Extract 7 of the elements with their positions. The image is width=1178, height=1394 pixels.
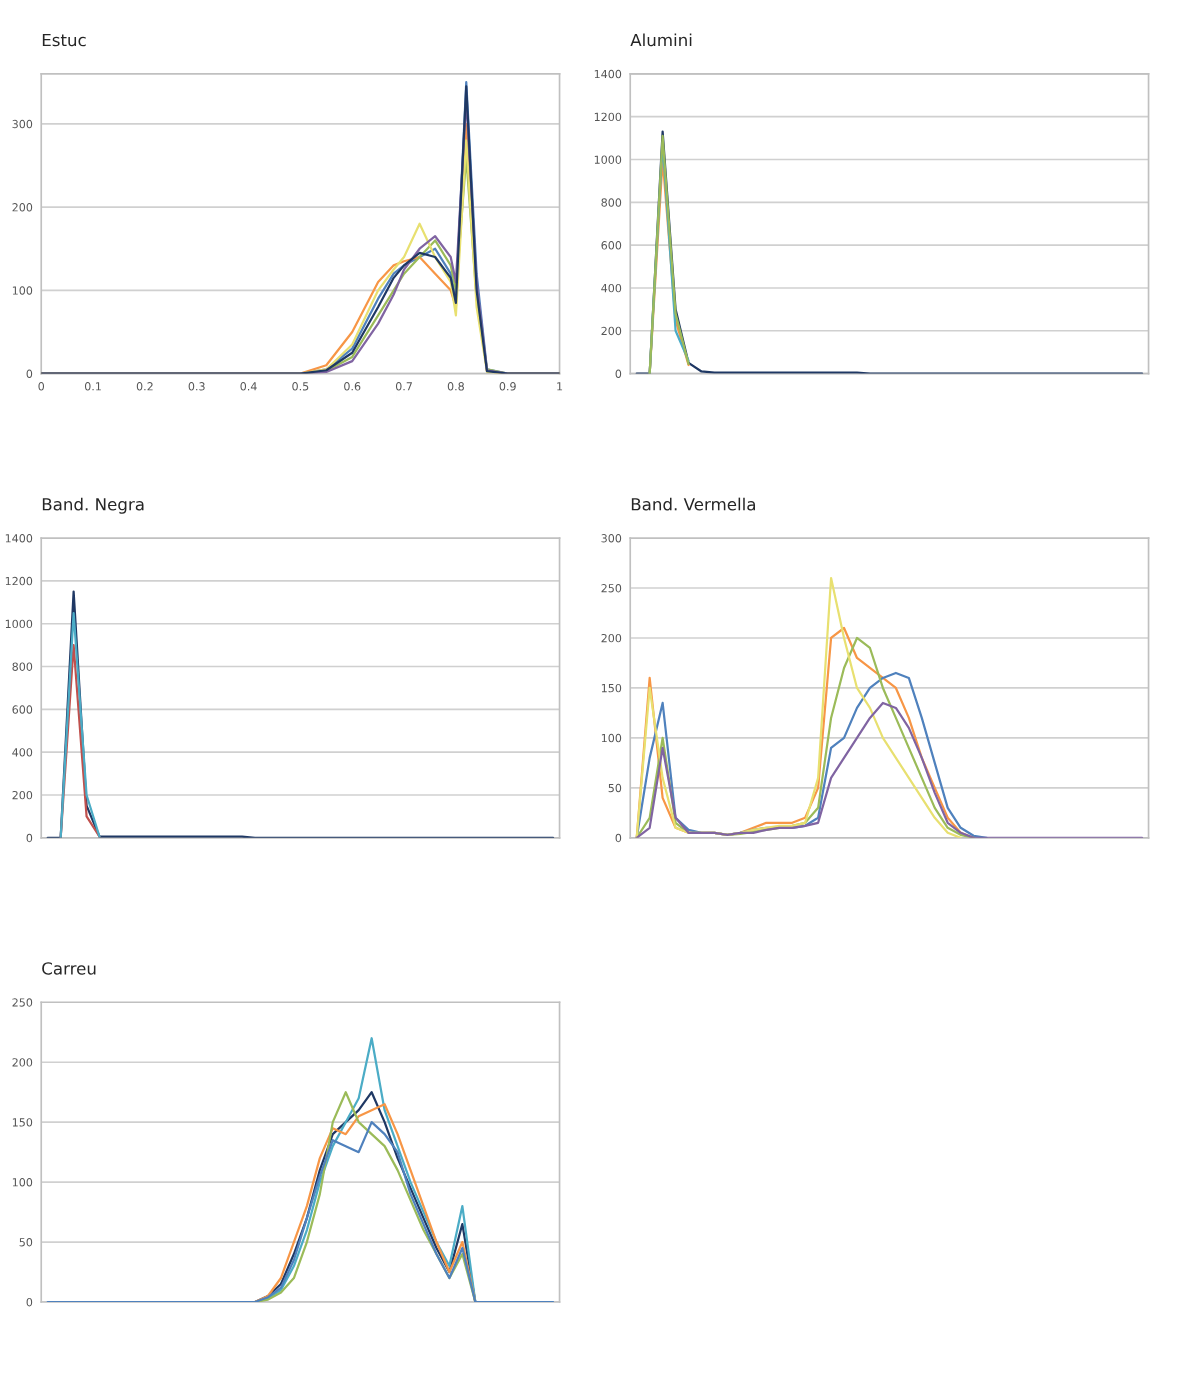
chart-title: Alumini bbox=[630, 33, 692, 47]
line-series bbox=[635, 576, 962, 838]
chart-title: Carreu bbox=[42, 962, 96, 975]
line-series bbox=[46, 1121, 555, 1302]
chart-title: Band. Negra bbox=[42, 497, 144, 514]
chart-title: Band. Vermella bbox=[631, 497, 755, 511]
chart-title: Estuc bbox=[42, 33, 86, 47]
